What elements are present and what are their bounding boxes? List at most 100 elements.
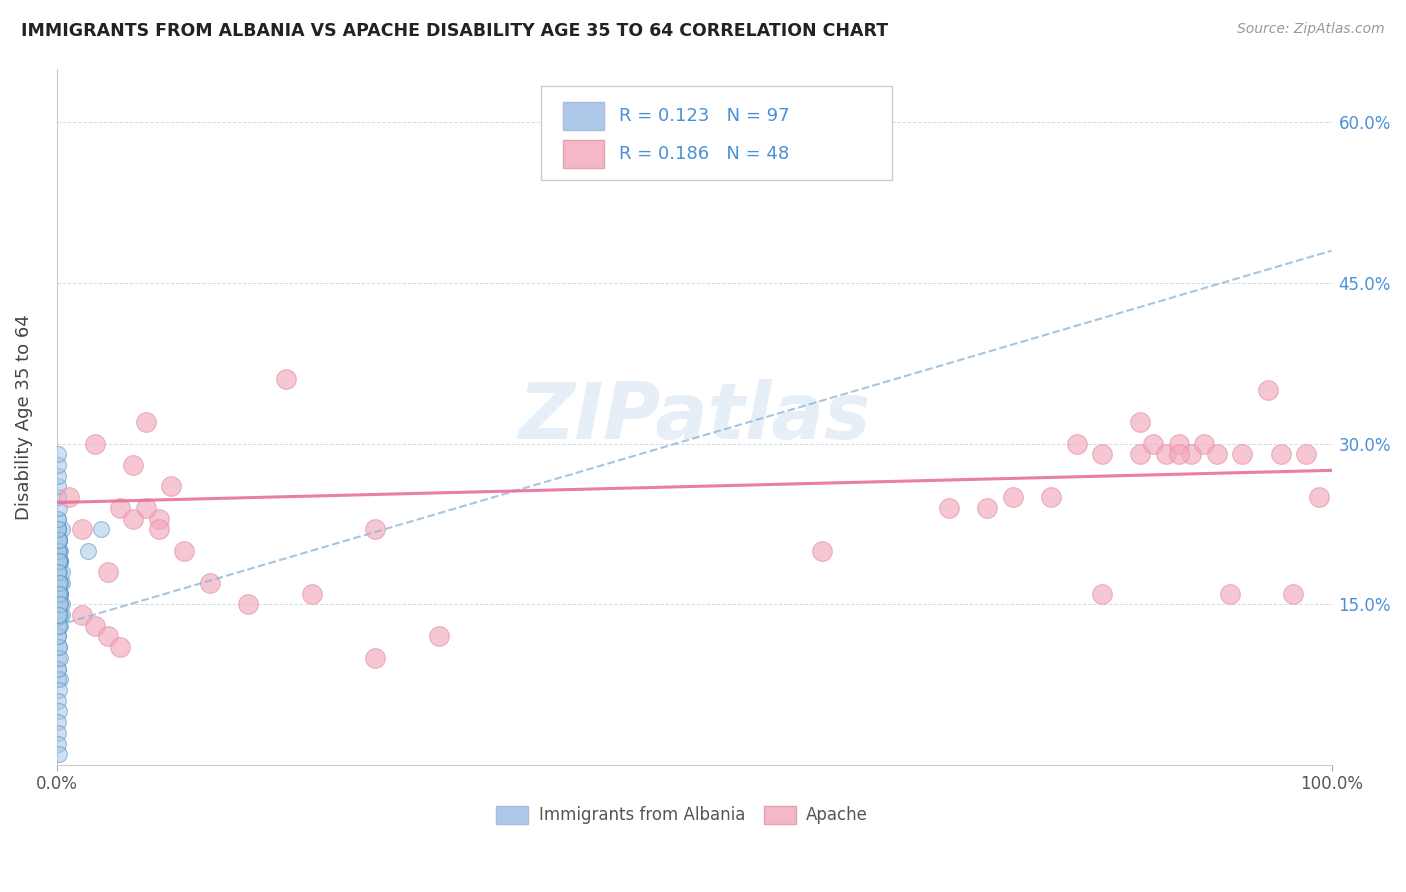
Point bbox=[48, 607, 70, 622]
Point bbox=[49, 575, 72, 590]
Point bbox=[236, 597, 259, 611]
Point bbox=[48, 554, 70, 568]
Point bbox=[46, 565, 69, 579]
Text: Immigrants from Albania: Immigrants from Albania bbox=[538, 806, 745, 824]
Point bbox=[46, 468, 69, 483]
Point bbox=[83, 618, 105, 632]
Point bbox=[274, 372, 297, 386]
Point bbox=[48, 565, 70, 579]
FancyBboxPatch shape bbox=[562, 102, 603, 130]
Point bbox=[1232, 447, 1254, 461]
Point bbox=[46, 726, 69, 740]
Point bbox=[1129, 447, 1152, 461]
Point bbox=[58, 490, 80, 504]
Point bbox=[48, 533, 70, 547]
Point bbox=[48, 554, 70, 568]
Point bbox=[46, 565, 69, 579]
Point bbox=[97, 629, 120, 643]
Point bbox=[48, 565, 70, 579]
FancyBboxPatch shape bbox=[541, 86, 891, 180]
Point bbox=[46, 447, 69, 461]
Point bbox=[48, 500, 70, 515]
Point bbox=[1167, 447, 1189, 461]
Point bbox=[97, 565, 120, 579]
Point bbox=[148, 511, 170, 525]
Point bbox=[46, 458, 69, 472]
Point bbox=[364, 651, 387, 665]
Point bbox=[46, 522, 69, 536]
Point bbox=[46, 543, 69, 558]
Point bbox=[46, 511, 69, 525]
Point bbox=[173, 543, 195, 558]
Text: R = 0.186   N = 48: R = 0.186 N = 48 bbox=[619, 145, 789, 163]
Point bbox=[90, 522, 112, 536]
Point bbox=[48, 618, 70, 632]
Point bbox=[46, 597, 69, 611]
Point bbox=[48, 554, 70, 568]
Point bbox=[49, 586, 72, 600]
Point bbox=[46, 629, 69, 643]
Point bbox=[46, 522, 69, 536]
Point bbox=[810, 543, 832, 558]
Point bbox=[46, 522, 69, 536]
Point bbox=[1142, 436, 1164, 450]
Point bbox=[46, 715, 69, 730]
Point bbox=[46, 522, 69, 536]
Point bbox=[48, 533, 70, 547]
Point bbox=[46, 662, 69, 676]
Point bbox=[46, 607, 69, 622]
Point bbox=[77, 543, 100, 558]
Point bbox=[135, 415, 157, 429]
Point bbox=[46, 565, 69, 579]
Point bbox=[49, 618, 72, 632]
Point bbox=[46, 522, 69, 536]
Point bbox=[48, 586, 70, 600]
Point bbox=[46, 575, 69, 590]
Point bbox=[48, 543, 70, 558]
Point bbox=[49, 597, 72, 611]
FancyBboxPatch shape bbox=[765, 806, 796, 824]
Point bbox=[1167, 436, 1189, 450]
FancyBboxPatch shape bbox=[496, 806, 529, 824]
Text: Source: ZipAtlas.com: Source: ZipAtlas.com bbox=[1237, 22, 1385, 37]
Point bbox=[46, 543, 69, 558]
Point bbox=[49, 586, 72, 600]
Point bbox=[49, 607, 72, 622]
Point bbox=[48, 575, 70, 590]
Point bbox=[48, 597, 70, 611]
Point bbox=[48, 533, 70, 547]
Point bbox=[1257, 383, 1279, 397]
Point bbox=[46, 575, 69, 590]
Point bbox=[83, 436, 105, 450]
Point bbox=[46, 662, 69, 676]
Point bbox=[48, 554, 70, 568]
Point bbox=[1282, 586, 1305, 600]
Point bbox=[49, 543, 72, 558]
Point bbox=[1192, 436, 1215, 450]
Point bbox=[49, 673, 72, 687]
Point bbox=[1205, 447, 1227, 461]
Point bbox=[48, 533, 70, 547]
Point bbox=[46, 554, 69, 568]
Point bbox=[364, 522, 387, 536]
Point bbox=[49, 554, 72, 568]
Point bbox=[48, 533, 70, 547]
Point bbox=[160, 479, 183, 493]
Point bbox=[1129, 415, 1152, 429]
Point bbox=[49, 575, 72, 590]
Point bbox=[1270, 447, 1292, 461]
Point bbox=[48, 575, 70, 590]
Point bbox=[1219, 586, 1241, 600]
Point bbox=[48, 640, 70, 655]
Point bbox=[427, 629, 450, 643]
Point bbox=[49, 554, 72, 568]
Text: Apache: Apache bbox=[806, 806, 868, 824]
Point bbox=[48, 565, 70, 579]
Point bbox=[46, 479, 69, 493]
Point bbox=[70, 607, 93, 622]
Point bbox=[46, 629, 69, 643]
Point bbox=[122, 511, 145, 525]
Point bbox=[1295, 447, 1317, 461]
Point bbox=[48, 747, 70, 762]
Point bbox=[48, 543, 70, 558]
